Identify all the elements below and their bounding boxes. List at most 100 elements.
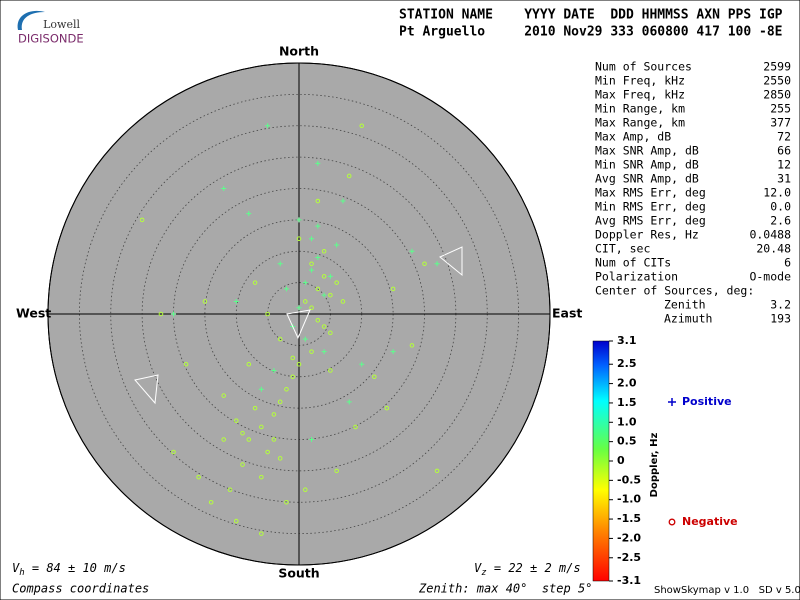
stat-value: 2599 [763, 60, 791, 74]
compass-label: South [278, 566, 319, 581]
stat-label: Polarization [595, 270, 678, 284]
colorbar-tick-label: 0.5 [617, 435, 637, 448]
stat-value: 12 [777, 158, 791, 172]
source-negative [221, 437, 226, 442]
source-positive [309, 267, 315, 273]
source-negative [252, 280, 258, 285]
colorbar-tick-label: 1.5 [617, 396, 637, 409]
source-positive [283, 286, 289, 292]
zenith-note: Zenith: max 40° step 5° [418, 582, 592, 596]
source-positive [409, 248, 415, 254]
logo-bottom: DIGISONDE [18, 32, 84, 46]
source-negative [252, 405, 258, 411]
source-positive [390, 349, 396, 355]
source-negative [434, 468, 440, 474]
source-negative [359, 123, 365, 129]
stat-value: 0.0488 [749, 228, 791, 242]
source-negative [277, 399, 283, 405]
source-positive [171, 311, 176, 317]
stat-value: 2850 [763, 88, 791, 102]
stat-label: Max RMS Err, deg [595, 186, 706, 200]
source-positive [340, 198, 346, 204]
colorbar-tick-label: 2.5 [617, 357, 637, 370]
logo-swoosh [17, 10, 45, 30]
source-negative [328, 292, 333, 298]
source-positive [315, 223, 321, 229]
source-negative [328, 330, 333, 336]
source-negative [171, 449, 176, 455]
colorbar-tick-label: -3.1 [617, 574, 641, 587]
source-negative [296, 361, 302, 367]
source-negative [265, 449, 270, 455]
source-positive [346, 399, 352, 405]
source-positive [327, 273, 333, 279]
colorbar [592, 340, 610, 582]
colorbar-tick-label: 3.1 [617, 334, 637, 347]
header-line: Pt Arguello 2010 Nov29 333 060800 417 10… [399, 25, 783, 40]
stat-value: 6 [784, 256, 791, 270]
legend-label: Positive [682, 395, 732, 408]
source-negative [240, 462, 245, 467]
source-positive [315, 160, 321, 166]
stat-label: Doppler Res, Hz [595, 228, 699, 242]
source-negative [302, 487, 308, 493]
source-negative [158, 311, 164, 317]
source-negative [390, 286, 396, 292]
stat-value: 20.48 [756, 242, 791, 256]
source-positive [296, 217, 302, 223]
colorbar-tick-label: -2.5 [617, 551, 641, 564]
stat-value: 0.0 [770, 200, 791, 214]
source-negative [422, 261, 427, 267]
source-negative [233, 518, 239, 524]
source-negative [296, 236, 302, 241]
source-negative [227, 487, 233, 493]
source-negative [315, 317, 321, 323]
stat-label: CIT, sec [595, 242, 650, 256]
compass-label: North [279, 44, 319, 59]
source-negative [196, 474, 201, 480]
stat-value: 12.0 [763, 186, 791, 200]
stat-label: Avg RMS Err, deg [595, 214, 706, 228]
source-negative [259, 474, 264, 480]
source-positive [309, 437, 315, 442]
source-negative [353, 424, 358, 430]
stat-value: 72 [777, 130, 791, 144]
source-positive [296, 305, 302, 311]
source-positive [271, 367, 277, 373]
stat-label: Max SNR Amp, dB [595, 144, 699, 158]
source-positive [246, 211, 252, 217]
stat-value: 3.2 [770, 298, 791, 312]
source-negative [246, 361, 252, 367]
source-negative [221, 393, 226, 398]
source-negative [334, 280, 339, 285]
colorbar-tick-label: 1.0 [617, 415, 637, 428]
source-negative [284, 499, 289, 505]
colorbar-tick-label: -2.0 [617, 531, 641, 544]
compass-label: East [552, 306, 582, 321]
source-negative [183, 361, 189, 367]
colorbar-tick-label: 2.0 [617, 377, 637, 390]
source-negative [315, 198, 321, 204]
stat-value: O-mode [749, 270, 791, 284]
source-positive [221, 186, 227, 191]
source-negative [271, 412, 277, 417]
stat-label: Zenith [664, 298, 706, 312]
source-negative [309, 261, 314, 267]
stat-label: Center of Sources, deg: [595, 284, 754, 298]
antenna-marker [134, 374, 159, 405]
stat-label: Azimuth [664, 312, 712, 326]
stat-label: Num of Sources [595, 60, 692, 74]
antenna-marker [439, 246, 463, 277]
source-positive [321, 292, 327, 298]
legend-label: Negative [682, 515, 738, 528]
legend-marker [668, 518, 676, 526]
stat-label: Num of CITs [595, 256, 671, 270]
stat-value: 2550 [763, 74, 791, 88]
source-positive [334, 242, 340, 248]
colorbar-tick-label: -1.5 [617, 512, 641, 525]
source-negative [409, 343, 415, 348]
source-negative [334, 468, 339, 474]
source-negative [309, 305, 314, 311]
source-positive [309, 236, 315, 242]
